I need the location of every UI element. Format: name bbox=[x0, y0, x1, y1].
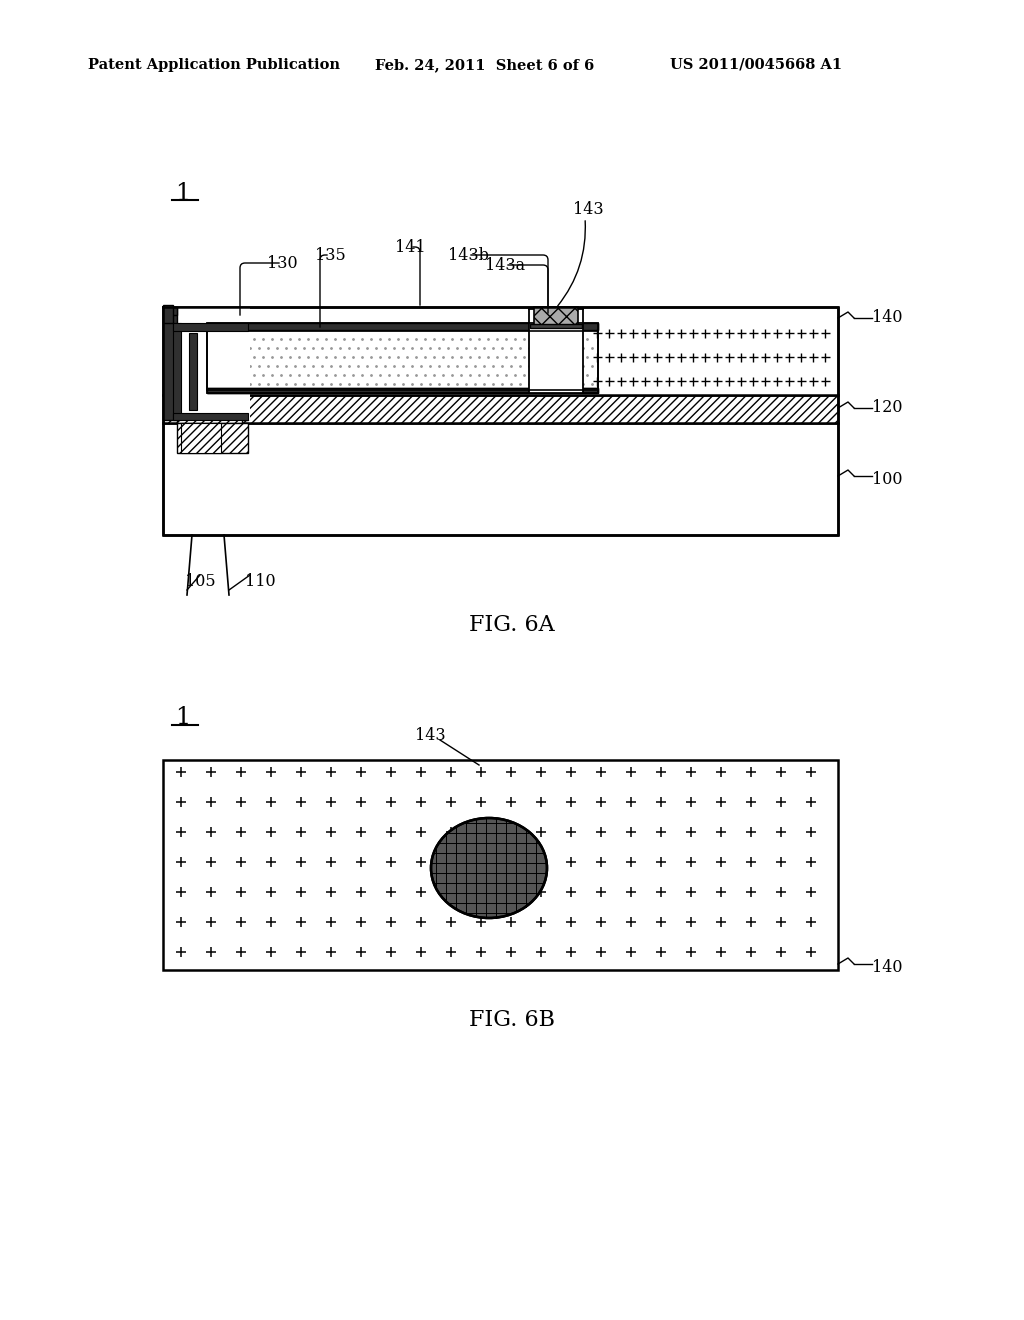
Bar bbox=[173, 323, 181, 420]
Bar bbox=[163, 760, 838, 970]
Bar bbox=[207, 388, 598, 393]
Text: 143a: 143a bbox=[485, 256, 525, 273]
Text: 110: 110 bbox=[245, 573, 275, 590]
Ellipse shape bbox=[431, 818, 547, 917]
Bar bbox=[163, 308, 177, 420]
Text: US 2011/0045668 A1: US 2011/0045668 A1 bbox=[670, 58, 842, 73]
Text: 140: 140 bbox=[872, 960, 902, 977]
Bar bbox=[173, 413, 248, 420]
Bar bbox=[207, 323, 598, 393]
Bar bbox=[207, 331, 598, 389]
Bar bbox=[173, 323, 248, 331]
Text: 1: 1 bbox=[175, 706, 190, 730]
Bar bbox=[177, 323, 248, 420]
Text: Patent Application Publication: Patent Application Publication bbox=[88, 58, 340, 73]
Text: FIG. 6B: FIG. 6B bbox=[469, 1008, 555, 1031]
Bar bbox=[163, 308, 250, 420]
Text: 105: 105 bbox=[184, 573, 215, 590]
Text: 100: 100 bbox=[872, 471, 902, 488]
Bar bbox=[530, 323, 582, 327]
Text: 143b: 143b bbox=[447, 247, 488, 264]
Text: 140: 140 bbox=[872, 309, 902, 326]
Text: 135: 135 bbox=[314, 247, 345, 264]
Bar bbox=[207, 388, 598, 393]
Bar bbox=[181, 422, 221, 453]
Bar bbox=[163, 308, 838, 395]
Bar bbox=[207, 323, 598, 330]
Text: 143: 143 bbox=[415, 726, 445, 743]
Bar bbox=[529, 309, 583, 393]
Bar bbox=[163, 422, 838, 535]
Text: 141: 141 bbox=[394, 239, 425, 256]
Text: 120: 120 bbox=[872, 400, 902, 417]
Bar bbox=[207, 331, 598, 389]
Bar bbox=[163, 395, 838, 422]
Text: 143: 143 bbox=[572, 202, 603, 219]
Bar bbox=[534, 308, 578, 327]
Text: FIG. 6A: FIG. 6A bbox=[469, 614, 555, 636]
Bar bbox=[205, 323, 600, 393]
Bar bbox=[189, 333, 197, 411]
Bar bbox=[177, 395, 242, 422]
Bar bbox=[163, 308, 177, 315]
Text: Feb. 24, 2011  Sheet 6 of 6: Feb. 24, 2011 Sheet 6 of 6 bbox=[375, 58, 594, 73]
Text: 130: 130 bbox=[266, 255, 297, 272]
Bar bbox=[177, 422, 248, 453]
Bar bbox=[207, 323, 598, 330]
Bar bbox=[163, 305, 173, 323]
Text: 1: 1 bbox=[175, 181, 190, 205]
